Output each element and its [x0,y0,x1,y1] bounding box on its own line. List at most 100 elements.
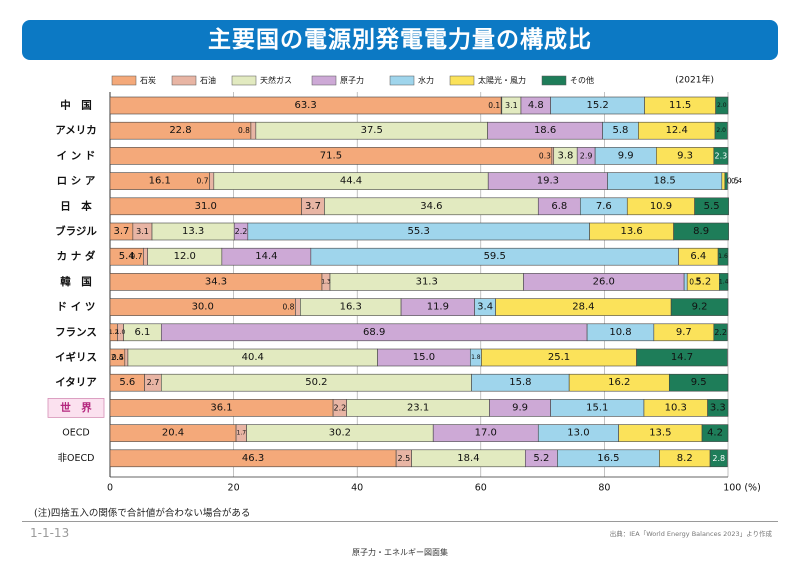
data-label: 5.2 [695,276,711,287]
data-label: 9.7 [676,327,692,338]
book-title: 原子力・エネルギー図面集 [352,548,448,557]
data-label: 9.9 [618,150,634,161]
data-label: 1.4 [719,278,729,285]
legend-swatch [449,75,475,86]
category-label: アメリカ [55,125,96,137]
data-label: 1.3 [321,278,331,285]
data-label: 16.1 [149,176,171,187]
bar-segment [694,197,729,216]
data-label: 13.5 [649,428,671,439]
data-label: 2.3 [715,151,728,160]
data-label: 30.2 [329,428,351,439]
data-label: 2.4 [111,353,124,362]
data-label: 12.4 [666,125,688,136]
data-label: 19.3 [537,176,559,187]
data-label: 3.4 [477,302,493,313]
category-label: OECD [62,428,89,439]
data-label: 20.4 [162,428,184,439]
bar-segment [724,172,728,190]
data-label: 5.8 [613,125,629,136]
x-tick-label: 20 [228,483,240,494]
category-label: 世 界 [60,401,92,414]
legend-swatch [541,75,567,86]
data-label: 16.2 [608,377,630,388]
bar-segment [124,348,129,367]
data-label: 16.3 [340,302,362,313]
data-label: 18.6 [534,125,556,136]
x-tick-label: 0 [107,483,113,494]
data-label: 3.8 [558,150,574,161]
data-label: 0.5 [112,353,124,362]
legend-label: 太陽光・風力 [478,75,526,85]
bar-segment [673,222,729,241]
data-label: 13.3 [182,226,204,237]
category-label: 中 国 [60,99,92,112]
data-label: 2.2 [714,328,727,337]
category-label: フランス [55,326,97,338]
data-label: 10.9 [650,201,672,212]
legend-label: 原子力 [340,75,364,85]
legend-label: その他 [570,75,594,85]
bar-segment [719,273,729,291]
data-label: 13.0 [567,428,589,439]
data-label: 40.4 [242,352,264,363]
world-label-box [47,397,105,418]
category-label: ブラジル [55,225,97,238]
data-label: 11.5 [669,100,691,111]
legend-label: 水力 [418,75,434,85]
data-label: 2.5 [397,454,410,463]
data-label: 11.9 [427,302,449,313]
data-label: 34.3 [205,276,227,287]
data-label: 5.2 [533,453,549,464]
x-tick-label: 40 [351,483,363,494]
data-label: 9.3 [677,150,693,161]
legend-swatch [111,75,137,86]
data-label: 2.2 [235,227,248,236]
data-label: 12.0 [174,251,196,262]
data-label: 1.6 [718,253,728,260]
data-label: 9.2 [692,302,708,313]
data-label: 25.1 [548,352,570,363]
data-label: 4.8 [528,100,544,111]
data-label: 10.3 [665,402,687,413]
data-label: 0.5 [727,177,739,186]
data-label: 6.8 [551,201,567,212]
x-tick-label: 80 [598,483,610,494]
data-label: 0.5 [689,277,701,286]
data-label: 8.2 [677,453,693,464]
category-label: 韓 国 [60,275,92,288]
data-label: 0.4 [731,177,743,185]
x-tick-label: 100 (%) [723,483,761,494]
data-label: 22.8 [169,125,191,136]
legend-swatch [171,75,197,86]
bar-segment [714,121,728,140]
data-label: 1.2 [109,329,119,336]
data-label: 3.7 [113,226,129,237]
category-label: 非OECD [58,452,95,464]
bar-segment [709,449,728,468]
data-label: 36.1 [210,402,232,413]
data-label: 1.0 [116,329,126,336]
data-label: 6.4 [690,251,706,262]
bar-segment [717,247,729,266]
bar-segment [209,172,215,190]
data-label: 5.5 [704,201,720,212]
data-label: 2.0 [716,127,726,134]
category-label: カ ナ ダ [57,250,96,263]
data-label: 37.5 [361,125,383,136]
data-label: 34.6 [420,201,442,212]
bar-segment [636,348,728,367]
data-label: 4.2 [707,428,723,439]
data-label: 2.8 [712,454,725,463]
bar-segment [721,172,726,190]
data-label: 23.1 [407,402,429,413]
data-label: 30.0 [192,302,214,313]
category-label: ド イ ツ [57,301,96,313]
data-label: 0.7 [197,177,209,186]
legend-swatch [311,75,337,86]
data-label: 28.4 [572,302,594,313]
legend-swatch [231,75,257,86]
data-label: 68.9 [363,327,385,338]
data-label: 3.7 [305,201,321,212]
x-tick-label: 60 [475,483,487,494]
